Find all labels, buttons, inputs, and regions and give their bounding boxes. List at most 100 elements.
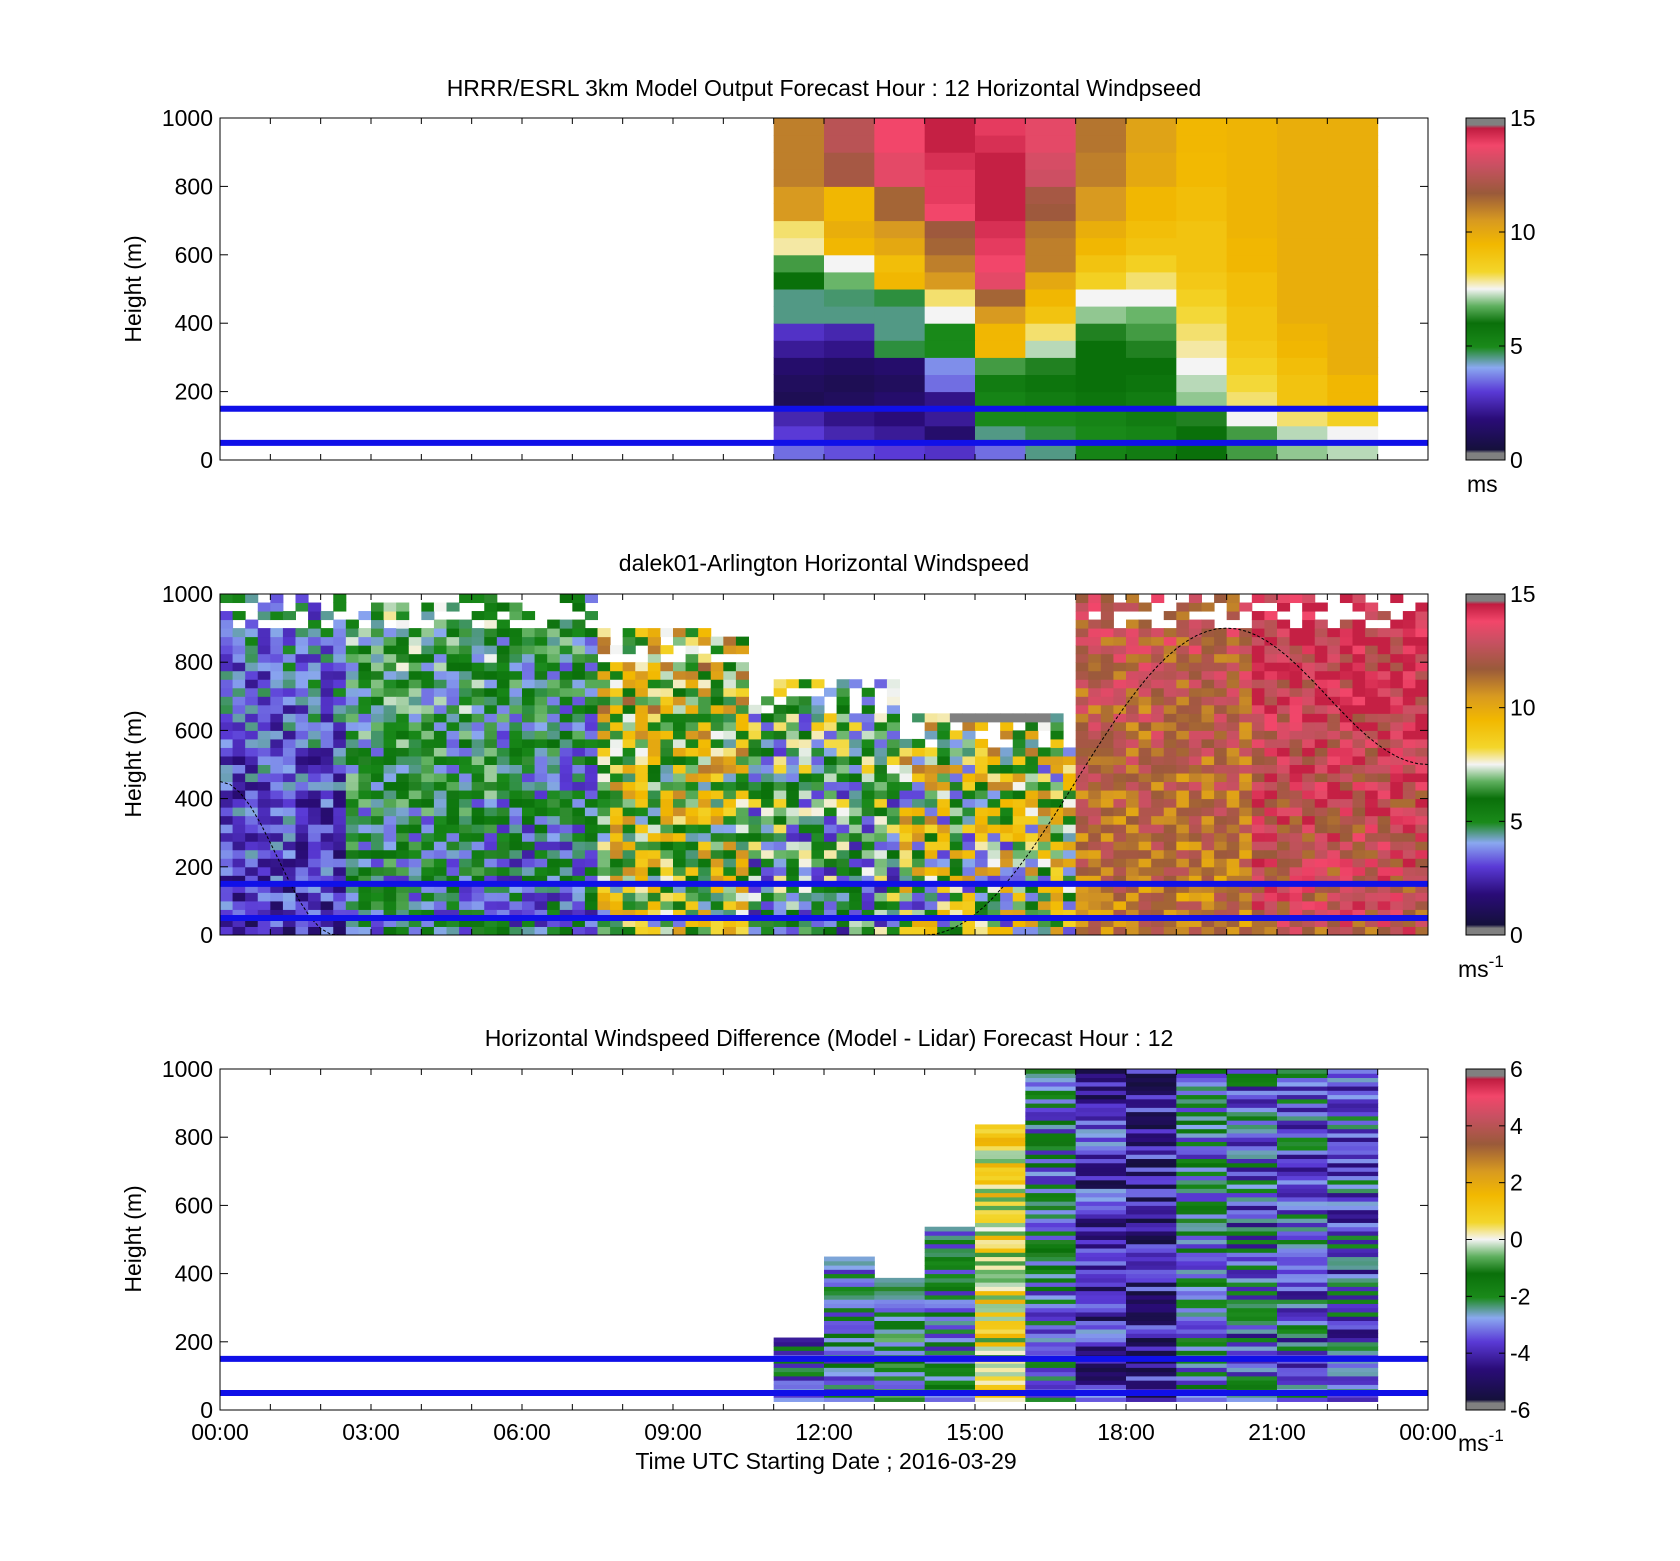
heatmap-cell [1239,815,1253,825]
heatmap-cell [509,866,523,876]
heatmap-cell [522,815,536,825]
heatmap-cell [786,858,800,868]
heatmap-cell [975,1145,1026,1151]
heatmap-cell [1176,773,1190,783]
heatmap-cell [1264,824,1278,834]
heatmap-cell [1138,866,1152,876]
heatmap-cell [1151,883,1165,893]
heatmap-cell [547,738,561,748]
heatmap-cell [1402,807,1416,817]
heatmap-cell [1063,849,1077,859]
heatmap-cell [987,747,1001,757]
heatmap-cell [396,628,410,638]
heatmap-cell [1138,926,1152,936]
heatmap-cell [1390,849,1404,859]
heatmap-cell [824,1307,875,1313]
heatmap-cell [320,849,334,859]
heatmap-cell [874,1277,926,1283]
heatmap-cell [559,704,573,714]
heatmap-cell [1151,687,1165,697]
heatmap-cell [761,730,775,740]
heatmap-cell [509,687,523,697]
heatmap-cell [622,764,636,774]
heatmap-cell [912,849,926,859]
heatmap-cell [975,1286,1026,1292]
heatmap-cell [1075,1371,1127,1377]
heatmap-cell [949,841,963,851]
heatmap-cell [597,721,611,731]
heatmap-cell [1176,1320,1228,1326]
heatmap-cell [912,824,926,834]
heatmap-cell [710,909,724,919]
heatmap-cell [270,662,284,672]
heatmap-cell [584,730,598,740]
heatmap-cell [673,798,687,808]
heatmap-cell [1415,679,1429,689]
heatmap-cell [1264,900,1278,910]
heatmap-cell [975,408,1026,427]
heatmap-cell [1289,900,1303,910]
heatmap-cell [1138,645,1152,655]
heatmap-cell [1302,645,1316,655]
heatmap-cell [1075,645,1089,655]
heatmap-cell [1126,1222,1177,1228]
heatmap-cell [547,764,561,774]
heatmap-cell [1226,357,1278,375]
heatmap-cell [220,679,234,689]
heatmap-cell [1226,1260,1278,1266]
heatmap-cell [1088,721,1102,731]
heatmap-cell [824,892,838,902]
heatmap-cell [1050,926,1064,936]
heatmap-cell [773,1367,825,1373]
heatmap-cell [534,798,548,808]
heatmap-cell [1226,1184,1278,1189]
heatmap-cell [874,926,888,936]
heatmap-cell [1163,653,1177,663]
heatmap-cell [798,926,812,936]
heatmap-cell [836,917,850,927]
heatmap-cell [975,391,1026,410]
heatmap-cell [1352,755,1366,765]
heatmap-cell [1075,738,1089,748]
heatmap-cell [1176,1098,1228,1104]
heatmap-cell [748,926,762,936]
heatmap-cell [1176,602,1190,612]
heatmap-cell [1151,824,1165,834]
heatmap-cell [924,721,938,731]
heatmap-cell [1289,628,1303,638]
heatmap-cell [1176,619,1190,629]
heatmap-cell [446,687,460,697]
heatmap-cell [509,858,523,868]
heatmap-cell [1239,824,1253,834]
heatmap-cell [861,926,875,936]
heatmap-cell [1138,730,1152,740]
heatmap-cell [572,653,586,663]
heatmap-cell [1088,619,1102,629]
heatmap-cell [421,721,435,731]
heatmap-cell [371,730,385,740]
heatmap-cell [1314,892,1328,902]
heatmap-cell [975,1346,1026,1351]
heatmap-cell [345,619,359,629]
heatmap-cell [1025,1120,1077,1125]
heatmap-cell [559,628,573,638]
heatmap-cell [396,926,410,936]
heatmap-cell [220,781,234,791]
heatmap-cell [1113,807,1127,817]
heatmap-cell [1050,790,1064,800]
heatmap-cell [396,696,410,706]
heatmap-cell [1050,900,1064,910]
heatmap-cell [1226,773,1240,783]
heatmap-cell [975,254,1026,273]
heatmap-cell [723,917,737,927]
heatmap-cell [786,738,800,748]
y-tick-label: 600 [175,717,213,743]
heatmap-cell [1201,773,1215,783]
heatmap-cell [572,764,586,774]
heatmap-cell [924,1273,976,1279]
heatmap-cell [547,841,561,851]
heatmap-cell [534,696,548,706]
heatmap-cell [1277,1260,1328,1266]
heatmap-cell [874,1367,926,1373]
heatmap-cell [1025,815,1039,825]
